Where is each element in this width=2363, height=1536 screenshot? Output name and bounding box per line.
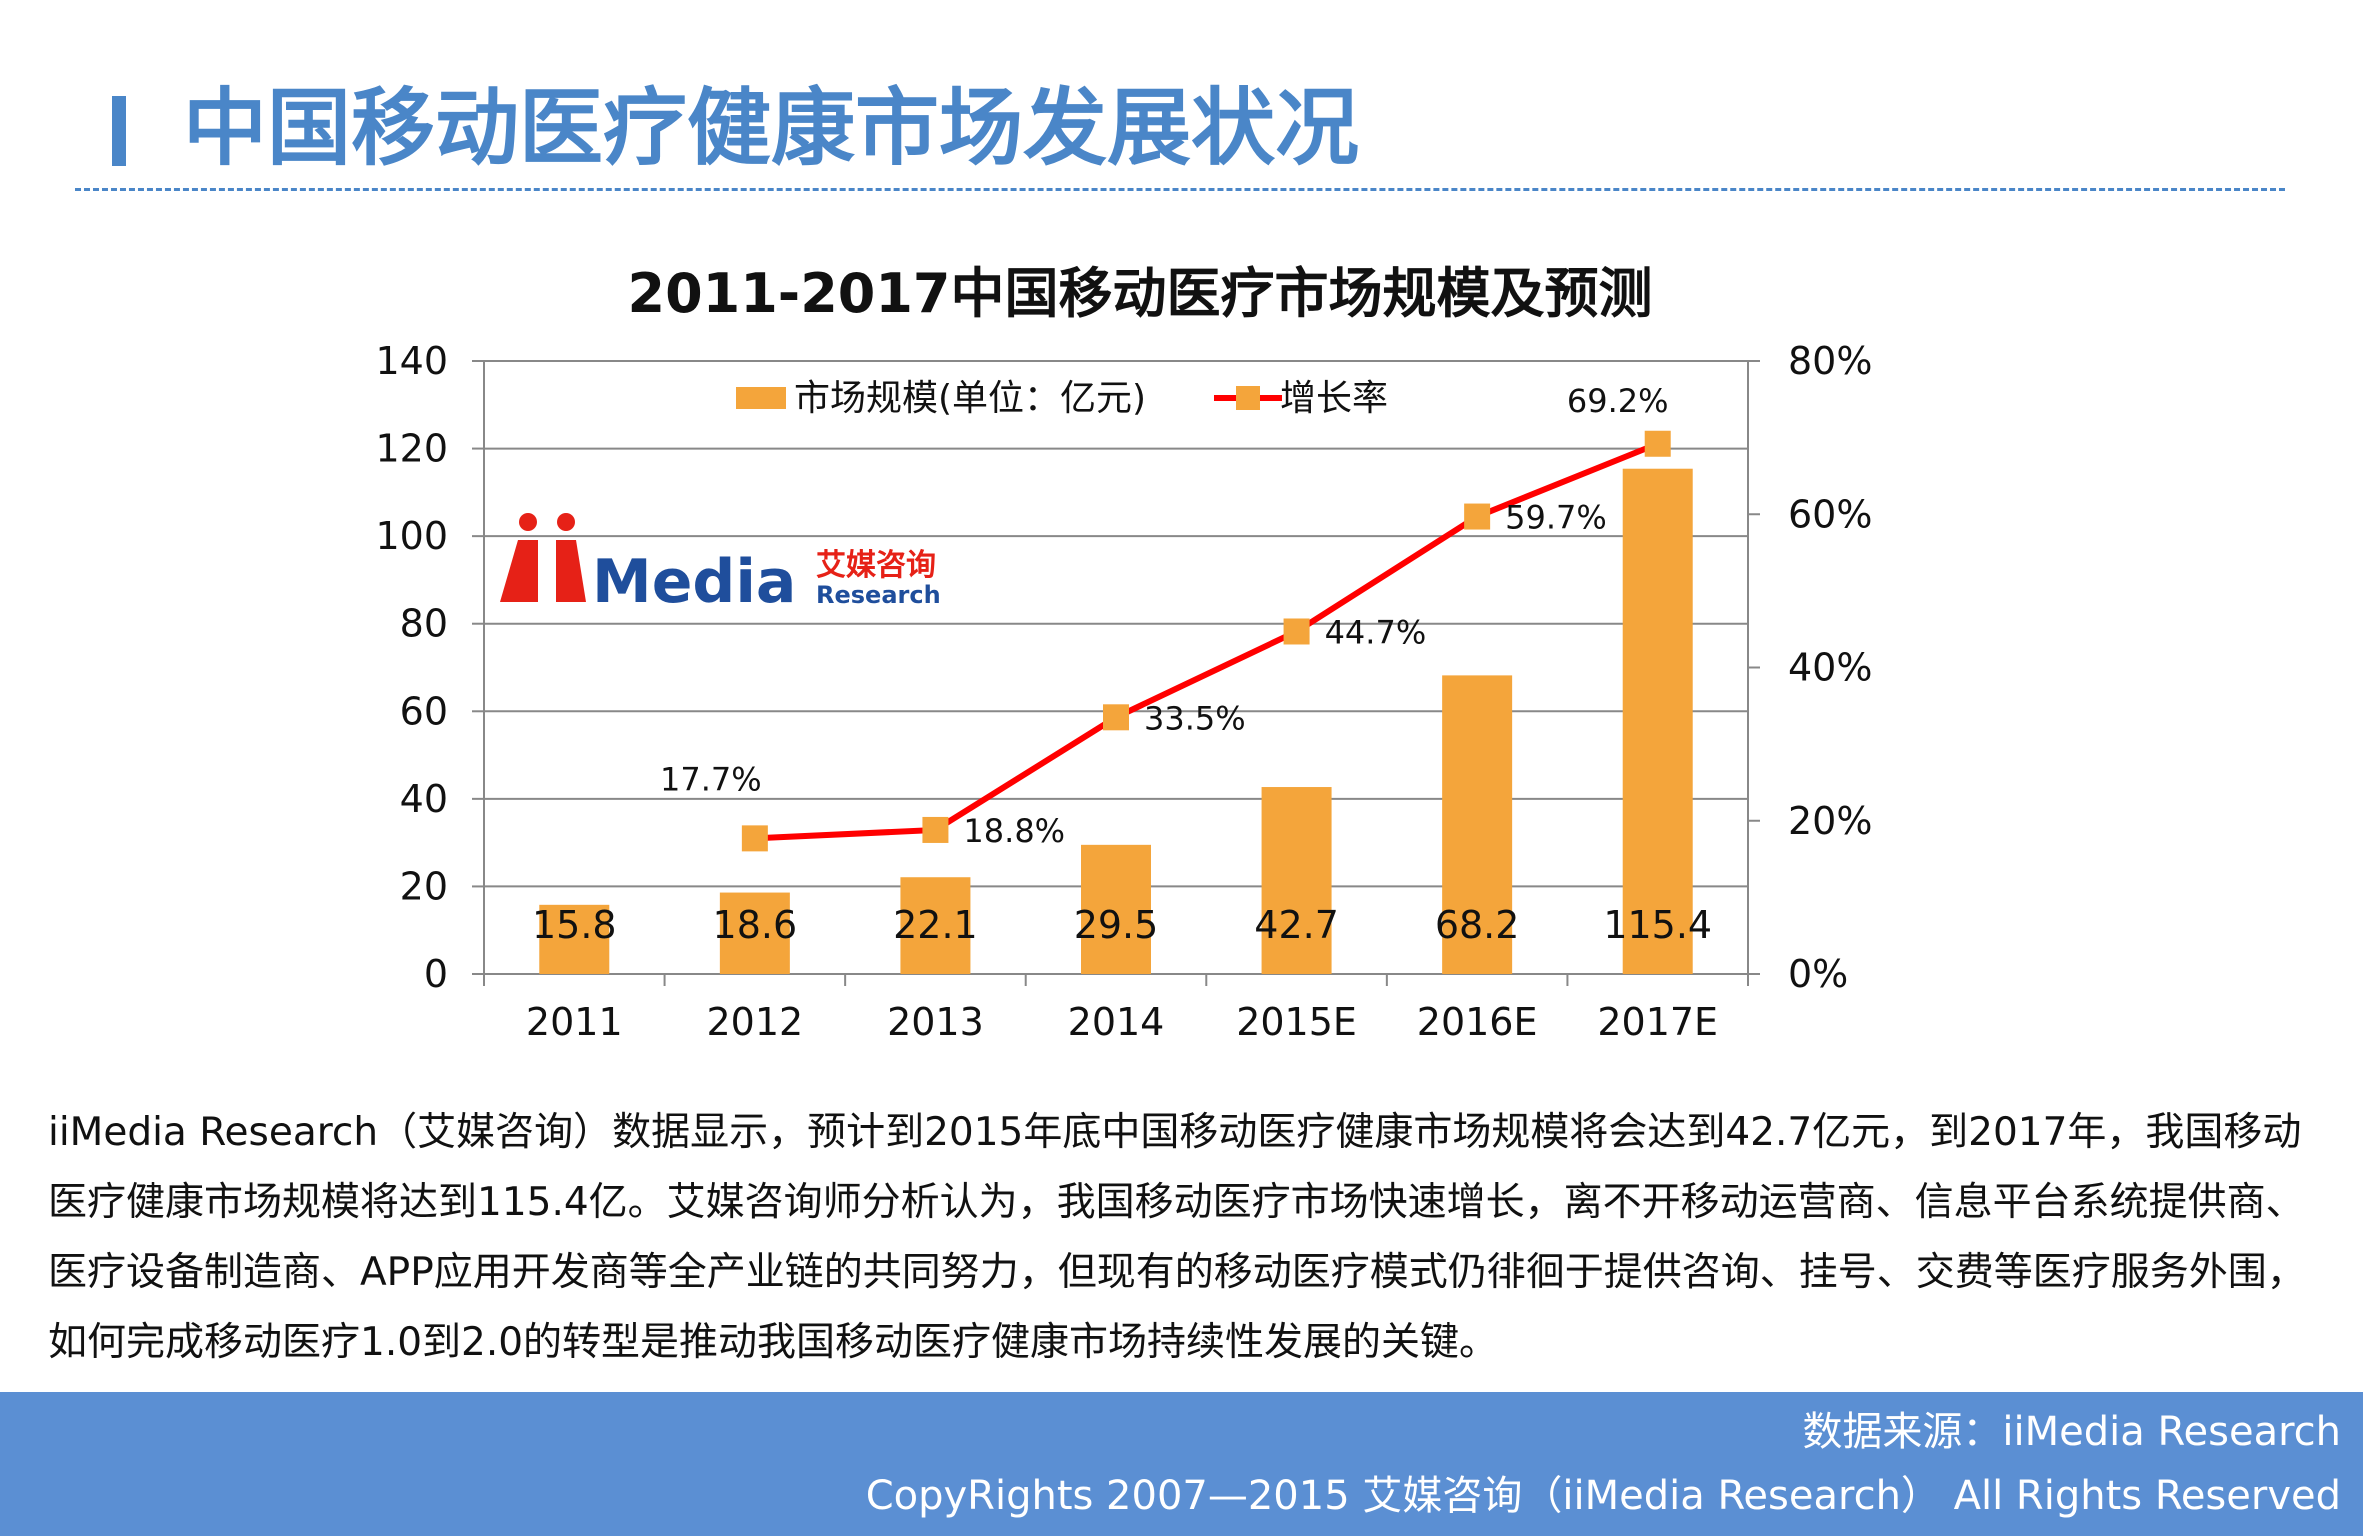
line-series xyxy=(741,430,1671,852)
growth-value-label: 18.8% xyxy=(963,812,1065,850)
logo-figure-right xyxy=(556,540,586,602)
footer-source: 数据来源：iiMedia Research xyxy=(1802,1409,2341,1455)
footer-bar: 数据来源：iiMedia Research CopyRights 2007—20… xyxy=(0,1392,2363,1536)
growth-value-label: 17.7% xyxy=(660,760,762,798)
legend-swatch-marker xyxy=(1236,386,1260,410)
bar-value-label: 29.5 xyxy=(1074,903,1159,947)
growth-value-label: 44.7% xyxy=(1325,613,1427,651)
analysis-paragraph: iiMedia Research（艾媒咨询）数据显示，预计到2015年底中国移动… xyxy=(48,1110,2306,1365)
right-tick-label: 80% xyxy=(1788,339,1872,383)
right-tick-label: 0% xyxy=(1788,952,1848,996)
x-tick-label: 2014 xyxy=(1068,1000,1165,1044)
x-tick-label: 2016E xyxy=(1417,1000,1538,1044)
bar-series xyxy=(539,468,1693,974)
left-tick-label: 40 xyxy=(400,777,448,821)
x-tick-label: 2017E xyxy=(1597,1000,1718,1044)
right-tick-label: 40% xyxy=(1788,646,1872,690)
market-size-chart: 2011-2017中国移动医疗市场规模及预测 0 20 40 60 80 100 120 14… xyxy=(375,262,1872,1044)
left-tick-label: 120 xyxy=(375,427,448,471)
grid-lines xyxy=(484,360,1748,888)
growth-value-label: 69.2% xyxy=(1567,382,1669,420)
growth-marker xyxy=(922,816,949,843)
growth-marker xyxy=(741,825,768,852)
bar xyxy=(1442,675,1513,974)
iimedia-logo: Media 艾媒咨询 Research xyxy=(500,513,941,617)
bar-value-label: 42.7 xyxy=(1254,903,1339,947)
growth-value-label: 33.5% xyxy=(1144,699,1246,737)
growth-marker xyxy=(1283,618,1310,645)
bar xyxy=(719,892,790,974)
legend-label-line: 增长率 xyxy=(1280,378,1388,419)
chart-title: 2011-2017中国移动医疗市场规模及预测 xyxy=(628,262,1653,325)
legend-label-bar: 市场规模(单位：亿元) xyxy=(794,378,1146,419)
page-title: 中国移动医疗健康市场发展状况 xyxy=(183,79,1360,177)
logo-cn-name: 艾媒咨询 xyxy=(816,548,936,583)
footer-copyright: CopyRights 2007—2015 艾媒咨询（iiMedia Resear… xyxy=(865,1473,2341,1519)
axes: 0 20 40 60 80 100 120 140 0% 20% 40% 60% 80% 2011 2012… xyxy=(375,339,1872,1044)
left-tick-label: 60 xyxy=(400,689,448,733)
x-tick-label: 2015E xyxy=(1236,1000,1357,1044)
logo-dot-right xyxy=(557,513,575,531)
header-accent-bar xyxy=(112,96,126,166)
left-tick-label: 140 xyxy=(375,339,448,383)
bar-value-label: 115.4 xyxy=(1603,903,1712,947)
bar-value-label: 68.2 xyxy=(1435,903,1520,947)
logo-figure-left xyxy=(500,540,538,602)
legend: 市场规模(单位：亿元) 增长率 xyxy=(736,378,1388,419)
x-tick-label: 2012 xyxy=(706,1000,803,1044)
bar-value-label: 22.1 xyxy=(893,903,978,947)
left-tick-label: 100 xyxy=(375,514,448,558)
left-tick-label: 0 xyxy=(424,952,448,996)
left-tick-label: 20 xyxy=(400,864,448,908)
growth-marker xyxy=(1464,503,1491,530)
bar xyxy=(539,904,610,974)
x-tick-label: 2013 xyxy=(887,1000,984,1044)
bar xyxy=(1261,787,1332,974)
data-labels: 15.8 18.6 22.1 29.5 42.7 68.2 115.4 17.7% 18.8% 3… xyxy=(532,382,1712,947)
logo-brand-text: Media xyxy=(592,547,796,617)
right-tick-label: 60% xyxy=(1788,492,1872,536)
bar xyxy=(1622,468,1693,974)
bar-value-label: 18.6 xyxy=(713,903,798,947)
bar xyxy=(900,877,971,974)
logo-dot-left xyxy=(519,513,537,531)
logo-en-name: Research xyxy=(816,581,941,609)
growth-marker xyxy=(1644,430,1671,457)
growth-marker xyxy=(1103,704,1129,731)
right-tick-label: 20% xyxy=(1788,799,1872,843)
header-divider xyxy=(75,188,2285,191)
left-tick-label: 80 xyxy=(400,602,448,646)
growth-value-label: 59.7% xyxy=(1505,499,1607,537)
legend-swatch-bar xyxy=(736,387,786,409)
bar-value-label: 15.8 xyxy=(532,903,617,947)
bar xyxy=(1081,844,1151,974)
x-tick-label: 2011 xyxy=(526,1000,623,1044)
growth-line xyxy=(754,440,1659,842)
